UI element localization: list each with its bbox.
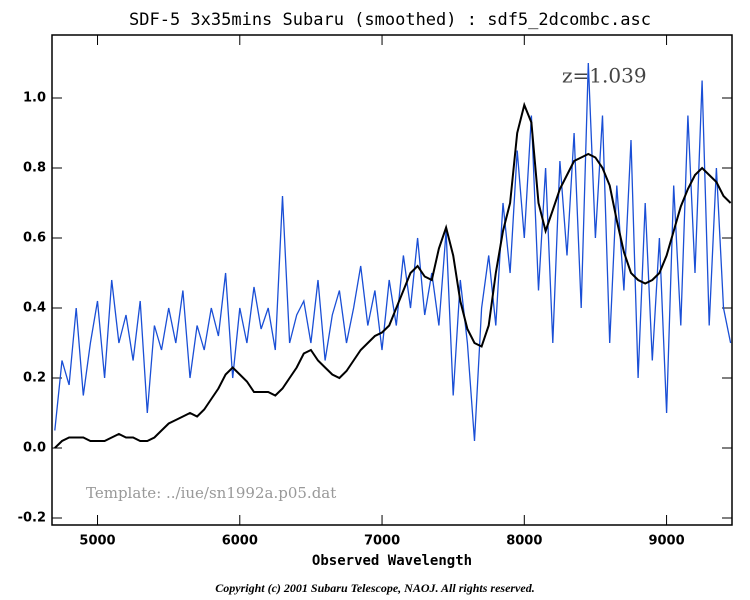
copyright: Copyright (c) 2001 Subaru Telescope, NAO… [215, 581, 534, 595]
y-tick-label: 0.4 [23, 301, 46, 316]
spectrum-line [54, 62, 732, 442]
plot-frame [51, 34, 733, 526]
redshift-annotation: z=1.039 [562, 64, 647, 88]
y-tick-label: 0.6 [23, 231, 46, 246]
spectrum-line [54, 101, 732, 449]
y-tick-label: 0.2 [23, 371, 46, 386]
template-annotation: Template: ../iue/sn1992a.p05.dat [86, 484, 336, 502]
x-axis-label: Observed Wavelength [312, 553, 472, 569]
x-tick-label: 6000 [222, 534, 258, 549]
x-tick-label: 5000 [79, 534, 115, 549]
y-tick-label: 0.8 [23, 161, 46, 176]
x-tick-label: 8000 [506, 534, 542, 549]
x-tick-label: 9000 [648, 534, 684, 549]
y-tick-label: 1.0 [23, 91, 46, 106]
y-tick-label: -0.2 [18, 511, 46, 526]
x-tick-label: 7000 [364, 534, 400, 549]
chart-title: SDF-5 3x35mins Subaru (smoothed) : sdf5_… [129, 10, 651, 30]
y-tick-label: 0.0 [23, 441, 46, 456]
